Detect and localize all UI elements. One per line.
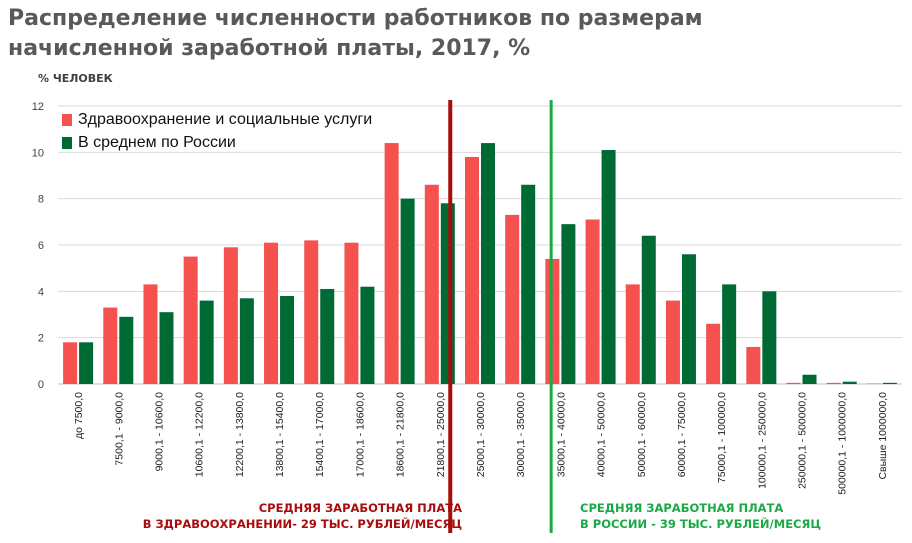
x-tick-label: 18600,1 - 21800,0 [395,392,407,477]
bar-health [786,382,801,384]
x-tick-label: 40000,1 - 50000,0 [596,392,608,477]
annotation-russia-average: СРЕДНЯЯ ЗАРАБОТНАЯ ПЛАТА В РОССИИ - 39 Т… [580,500,821,532]
y-tick-label: 0 [38,379,44,391]
bar-russia [400,198,415,384]
bar-russia [681,254,696,384]
x-tick-label: 30000,1 - 35000,0 [515,392,527,477]
legend-swatch-russia [62,136,72,149]
x-tick-label: 250000,1 - 500000,0 [797,392,809,489]
annotation-russia-line2: В РОССИИ - 39 ТЫС. РУБЛЕЙ/МЕСЯЦ [580,517,822,531]
annotation-health-line1: СРЕДНЯЯ ЗАРАБОТНАЯ ПЛАТА [258,501,462,515]
bar-russia [280,295,295,384]
bar-russia [320,289,335,384]
bar-russia [882,382,897,384]
x-tick-label: 17000,1 - 18600,0 [354,392,366,477]
bar-health [183,256,198,384]
bar-russia [239,298,254,384]
bar-health [505,214,520,384]
legend: Здравоохранение и социальные услуги В ср… [62,108,372,154]
x-tick-label: 75000,1 - 100000,0 [716,392,728,483]
bar-health [746,346,761,384]
bar-russia [521,184,536,384]
bar-health [826,382,841,384]
x-tick-label: 60000,1 - 75000,0 [676,392,688,477]
bar-russia [601,150,616,384]
bar-russia [722,284,737,384]
x-tick-label: 50000,1 - 60000,0 [636,392,648,477]
bar-health [585,219,600,384]
bar-health [625,284,640,384]
bar-health [706,323,721,384]
bar-health [143,284,158,384]
bar-health [103,307,118,384]
bar-health [264,242,279,384]
annotation-health-line2: В ЗДРАВООХРАНЕНИИ- 29 ТЫС. РУБЛЕЙ/МЕСЯЦ [142,517,462,531]
bar-health [344,242,359,384]
bar-health [223,247,238,384]
bar-russia [561,224,576,384]
x-tick-label: 21800,1 - 25000,0 [435,392,447,477]
bar-russia [842,381,857,384]
x-tick-label: 15400,1 - 17000,0 [314,392,326,477]
bar-russia [360,286,375,384]
bar-russia [762,291,777,384]
chart-title: Распределение численности работников по … [8,4,703,64]
bar-health [384,143,399,384]
legend-item-russia: В среднем по России [62,131,372,154]
bar-russia [440,203,455,384]
x-tick-label: 10600,1 - 12200,0 [194,392,206,477]
x-tick-label: 100000,1 - 250000,0 [756,392,768,489]
bar-russia [641,235,656,384]
y-tick-label: 8 [38,194,44,206]
bar-russia [481,143,495,384]
bar-russia [199,300,214,384]
annotation-russia-line1: СРЕДНЯЯ ЗАРАБОТНАЯ ПЛАТА [580,501,784,515]
x-tick-label: 500000,1 - 1000000,0 [837,392,849,495]
bar-health [665,300,680,384]
legend-label-russia: В среднем по России [78,133,236,151]
chart-title-line1: Распределение численности работников по … [8,6,703,31]
x-tick-label: до 7500,0 [73,392,85,439]
legend-label-health: Здравоохранение и социальные услуги [78,110,373,128]
x-tick-label: 7500,1 - 9000,0 [113,392,125,466]
y-tick-label: 12 [32,101,44,113]
bar-russia [119,316,134,384]
bar-russia [802,374,817,384]
annotation-health-average: СРЕДНЯЯ ЗАРАБОТНАЯ ПЛАТА В ЗДРАВООХРАНЕН… [143,500,462,532]
legend-item-health: Здравоохранение и социальные услуги [62,108,372,131]
y-tick-label: 4 [38,286,44,298]
bar-russia [159,312,174,384]
y-tick-label: 6 [38,240,44,252]
x-tick-label: 13800,1 - 15400,0 [274,392,286,477]
y-tick-label: 10 [32,147,44,159]
legend-swatch-health [62,113,72,126]
y-tick-label: 2 [38,333,44,345]
bar-health [465,156,479,384]
x-tick-label: 12200,1 - 13800,0 [234,392,246,477]
x-tick-label: 25000,1 - 30000,0 [475,392,487,477]
bar-russia [79,342,94,384]
bar-health [424,184,439,384]
y-axis-label: % ЧЕЛОВЕК [38,72,113,85]
x-tick-label: Свыше 1000000,0 [877,392,889,480]
x-tick-label: 35000,1 - 40000,0 [555,392,567,477]
bar-health [304,240,319,384]
x-tick-label: 9000,1 - 10600,0 [153,392,165,472]
bar-health [63,342,78,384]
chart-title-line2: начисленной заработной платы, 2017, % [8,36,531,61]
